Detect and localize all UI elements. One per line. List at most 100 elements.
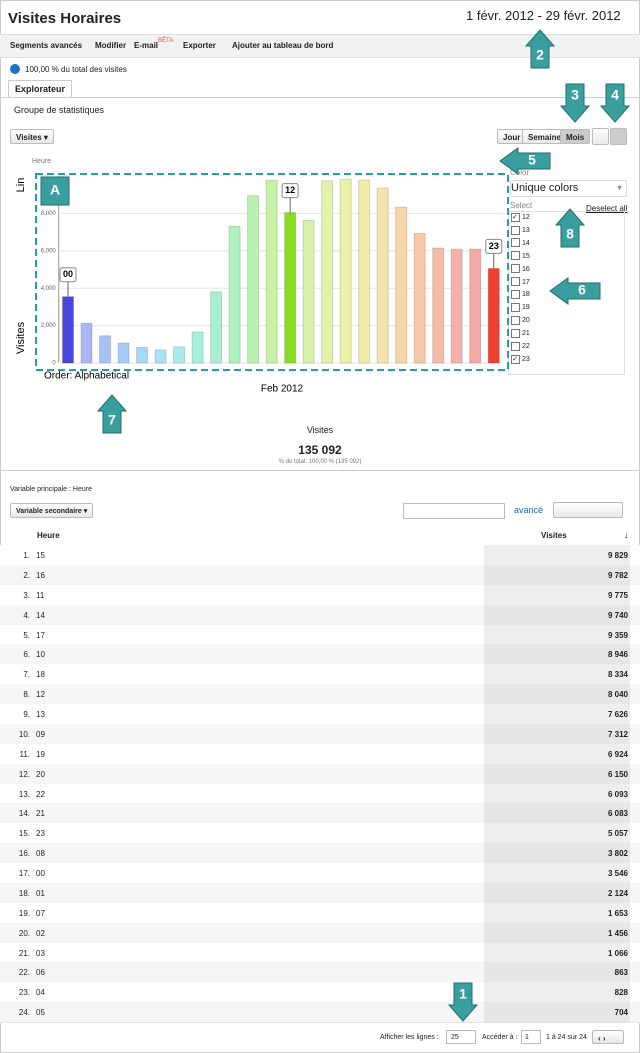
bar xyxy=(117,342,130,364)
visits-cell: 8 040 xyxy=(607,690,628,700)
toolbar-item[interactable]: Segments avancés xyxy=(10,41,83,50)
color-item[interactable]: 17 xyxy=(511,277,530,288)
date-range[interactable]: 1 févr. 2012 - 29 févr. 2012 xyxy=(466,8,621,23)
metric-button[interactable]: Visites ▾ xyxy=(10,129,54,144)
callout-number: 5 xyxy=(528,152,536,168)
value-cell xyxy=(484,1002,630,1023)
summary-value: 135 092 xyxy=(298,443,342,457)
bar xyxy=(376,187,389,364)
callout-number: A xyxy=(50,182,60,198)
callout: A xyxy=(40,176,70,206)
color-item[interactable]: ✓ 23 xyxy=(511,354,530,365)
callout-number: 3 xyxy=(571,87,579,103)
y-tick-label: 6,000 xyxy=(41,248,57,254)
color-item[interactable]: 20 xyxy=(511,315,530,326)
color-item[interactable]: ✓ 12 xyxy=(511,212,530,223)
callout-shape xyxy=(599,83,631,123)
annotation: 12 xyxy=(285,185,295,195)
checkbox xyxy=(511,341,520,351)
value-cell xyxy=(484,723,630,744)
callout-shape xyxy=(559,83,591,123)
period-button[interactable]: Mois xyxy=(560,129,591,144)
goto-input[interactable]: 1 xyxy=(521,1030,541,1044)
value-cell xyxy=(484,863,630,883)
visits-cell: 3 802 xyxy=(607,849,628,859)
visits-cell: 6 924 xyxy=(607,749,628,759)
checkbox xyxy=(511,302,520,312)
value-cell xyxy=(484,783,630,804)
toolbar-item[interactable]: Ajouter au tableau de bord xyxy=(232,41,334,50)
value-cell xyxy=(484,624,630,645)
callout-shape xyxy=(40,176,70,206)
x-axis-title: Heure xyxy=(32,158,51,165)
callout-shape xyxy=(96,394,128,434)
callout: 6 xyxy=(549,277,601,305)
callout-shape xyxy=(549,277,601,305)
callout-number: 7 xyxy=(108,412,116,428)
period-button[interactable]: Semaine xyxy=(522,129,567,144)
goto-label: Accéder à : xyxy=(482,1034,518,1041)
toolbar-item[interactable]: Exporter xyxy=(183,41,216,50)
column-header[interactable]: Visites xyxy=(541,531,567,540)
bar xyxy=(136,347,149,364)
deselect[interactable]: Deselect all xyxy=(586,204,628,213)
search-box[interactable] xyxy=(403,503,505,519)
color-item[interactable]: 21 xyxy=(511,328,530,339)
value-cell xyxy=(484,743,630,764)
advanced-link[interactable]: avancé xyxy=(514,505,544,515)
divider xyxy=(0,97,640,98)
secondary-button[interactable]: Variable secondaire ▾ xyxy=(10,503,94,518)
color-item[interactable]: 13 xyxy=(511,225,530,236)
color-item[interactable]: 19 xyxy=(511,302,530,313)
y-tick-label: 4,000 xyxy=(41,286,57,292)
visits-cell: 1 066 xyxy=(607,948,628,958)
toolbar-item[interactable]: Modifier xyxy=(95,41,127,50)
hour-cell: 19 xyxy=(36,749,45,759)
visits-cell: 1 653 xyxy=(607,908,628,918)
motion-view[interactable] xyxy=(610,128,627,145)
group[interactable]: Groupe de statistiques xyxy=(14,105,105,115)
bar xyxy=(450,248,463,364)
color-item[interactable]: 16 xyxy=(511,264,530,275)
panel-title: Color xyxy=(510,168,530,177)
callout-shape xyxy=(499,147,551,175)
column-header[interactable]: Heure xyxy=(37,531,60,540)
value-cell xyxy=(484,704,630,724)
range: 1 à 24 sur 24 xyxy=(546,1034,587,1041)
color-item[interactable]: 14 xyxy=(511,238,530,249)
color-mode[interactable]: Unique colors ▼ xyxy=(510,180,627,197)
rows-select[interactable]: 25 xyxy=(446,1030,476,1044)
value-cell xyxy=(484,664,630,685)
bar xyxy=(339,178,352,364)
visits-cell: 704 xyxy=(614,1008,628,1018)
annotation-box xyxy=(59,267,77,283)
bar xyxy=(284,212,297,364)
checkbox xyxy=(511,290,520,300)
value-cell xyxy=(484,684,630,705)
hour-cell: 11 xyxy=(36,590,45,600)
pager-buttons[interactable]: ‹ › xyxy=(592,1030,624,1044)
toolbar-item[interactable]: E-mail xyxy=(134,41,159,50)
annotation-box xyxy=(281,183,299,199)
visits-cell: 8 334 xyxy=(607,670,628,680)
y-tick-label: 2,000 xyxy=(41,323,57,329)
visits-cell: 1 456 xyxy=(607,928,628,938)
hour-cell: 17 xyxy=(36,630,45,640)
hour-cell: 13 xyxy=(36,710,45,720)
bar xyxy=(265,179,278,364)
hour-cell: 21 xyxy=(36,809,45,819)
line-view[interactable] xyxy=(592,128,609,145)
bar xyxy=(210,291,223,364)
view-switcher[interactable] xyxy=(553,502,623,518)
color-item[interactable]: 15 xyxy=(511,251,530,262)
value-cell xyxy=(484,982,630,1003)
visits-cell: 863 xyxy=(614,968,628,978)
callout-number: 2 xyxy=(536,47,544,63)
label: 13 xyxy=(522,226,530,234)
color-item[interactable]: 22 xyxy=(511,341,530,352)
color-item[interactable]: 18 xyxy=(511,289,530,300)
label: 17 xyxy=(522,278,530,286)
row-index: 18. xyxy=(18,888,30,898)
tab[interactable]: Explorateur xyxy=(8,80,73,97)
visits-cell: 3 546 xyxy=(607,869,628,879)
